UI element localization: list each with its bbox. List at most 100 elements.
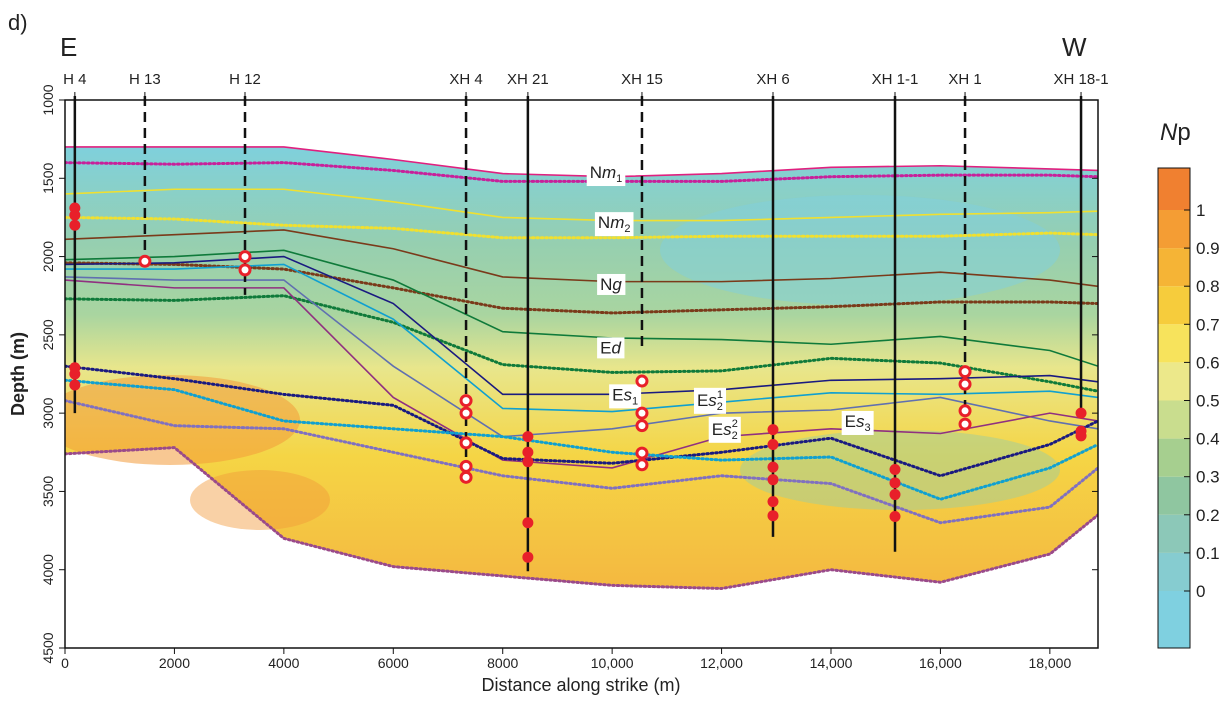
colorbar-cell bbox=[1158, 400, 1190, 439]
y-tick-label: 2000 bbox=[40, 241, 56, 272]
formation-text-part: s bbox=[708, 391, 717, 410]
colorbar-label-part: N bbox=[1160, 119, 1178, 146]
x-tick-label: 12,000 bbox=[700, 655, 743, 671]
formation-text-part: E bbox=[612, 385, 623, 404]
horizon-line bbox=[65, 446, 1098, 591]
colorbar-tick-label: 0.1 bbox=[1196, 544, 1220, 563]
sample-marker-filled bbox=[522, 517, 534, 529]
sample-marker-filled bbox=[522, 551, 534, 563]
x-tick-label: 16,000 bbox=[919, 655, 962, 671]
sample-marker-ring bbox=[459, 470, 473, 484]
plot-area bbox=[65, 146, 1098, 591]
horizon-line bbox=[65, 215, 1098, 240]
formation-text-part: E bbox=[712, 420, 723, 439]
formation-text-part: g bbox=[612, 275, 622, 294]
sample-marker-filled bbox=[69, 368, 81, 380]
sample-marker-ring bbox=[459, 459, 473, 473]
colorbar-label: Np bbox=[1160, 119, 1191, 146]
y-tick-label: 4000 bbox=[40, 554, 56, 585]
left-label: E bbox=[60, 32, 77, 62]
sample-marker-filled bbox=[767, 438, 779, 450]
right-label: W bbox=[1062, 32, 1087, 62]
formation-text-part: 1 bbox=[717, 389, 723, 401]
colorbar-tick-label: 0 bbox=[1196, 582, 1205, 601]
sample-marker-filled bbox=[69, 219, 81, 231]
colorbar-tick-label: 0.2 bbox=[1196, 506, 1220, 525]
formation-text-part: E bbox=[697, 391, 708, 410]
formation-label: Es1 bbox=[609, 384, 642, 409]
y-tick-label: 1500 bbox=[40, 163, 56, 194]
formation-text-part: m bbox=[610, 213, 624, 232]
colorbar-cell bbox=[1158, 476, 1190, 515]
colorbar-cell bbox=[1158, 514, 1190, 553]
sample-marker-filled bbox=[767, 496, 779, 508]
sample-marker-filled bbox=[889, 510, 901, 522]
formation-text-part: E bbox=[845, 412, 856, 431]
colorbar-cell bbox=[1158, 552, 1190, 591]
sample-marker-filled bbox=[889, 477, 901, 489]
sample-marker-filled bbox=[522, 456, 534, 468]
fill-zone bbox=[190, 470, 330, 530]
sample-marker-ring bbox=[459, 436, 473, 450]
formation-text: Ng bbox=[600, 275, 622, 294]
x-tick-label: 4000 bbox=[268, 655, 299, 671]
horizon-line bbox=[65, 279, 1098, 469]
fill-zone bbox=[65, 375, 300, 465]
formation-text-part: s bbox=[723, 420, 732, 439]
well-name: XH 4 bbox=[449, 71, 482, 88]
y-tick-label: 1000 bbox=[40, 84, 56, 115]
formation-label: Es21 bbox=[693, 387, 727, 414]
formation-label: Nm1 bbox=[586, 162, 626, 187]
formation-text-part: N bbox=[598, 213, 610, 232]
well-name: H 13 bbox=[129, 71, 161, 88]
colorbar-frame bbox=[1157, 167, 1191, 649]
label-background bbox=[708, 416, 741, 443]
sample-marker-ring bbox=[635, 374, 649, 388]
colorbar-cell bbox=[1158, 248, 1190, 287]
formation-text-part: d bbox=[611, 338, 621, 357]
sample-marker-ring bbox=[459, 394, 473, 408]
horizon-line bbox=[65, 294, 1098, 393]
well-name: XH 1 bbox=[948, 71, 981, 88]
y-tick-label: 3000 bbox=[40, 397, 56, 428]
sample-marker-ring bbox=[958, 404, 972, 418]
sample-marker-filled bbox=[522, 431, 534, 443]
sample-marker-filled bbox=[767, 461, 779, 473]
sample-marker-filled bbox=[889, 489, 901, 501]
formation-text-part: 1 bbox=[632, 395, 638, 407]
y-tick-label: 3500 bbox=[40, 476, 56, 507]
formation-text-part: N bbox=[600, 275, 612, 294]
label-background bbox=[609, 384, 642, 409]
formation-text: Ed bbox=[600, 338, 621, 357]
well-name: H 12 bbox=[229, 71, 261, 88]
sample-marker-filled bbox=[767, 474, 779, 486]
well-name: XH 1-1 bbox=[872, 71, 919, 88]
formation-text: Nm2 bbox=[598, 213, 631, 235]
formation-text: Es3 bbox=[845, 412, 871, 434]
formation-text-part: s bbox=[623, 385, 632, 404]
sample-marker-ring bbox=[958, 377, 972, 391]
x-tick-label: 6000 bbox=[378, 655, 409, 671]
sample-marker-filled bbox=[69, 379, 81, 391]
formation-text-part: 2 bbox=[732, 430, 738, 442]
formation-label: Es22 bbox=[708, 416, 741, 443]
colorbar-cell bbox=[1158, 362, 1190, 401]
x-tick-label: 10,000 bbox=[591, 655, 634, 671]
sample-marker-filled bbox=[1075, 430, 1087, 442]
sample-marker-filled bbox=[522, 446, 534, 458]
colorbar-cell bbox=[1158, 168, 1190, 210]
colorbar-tick-label: 0.3 bbox=[1196, 468, 1220, 487]
label-background bbox=[693, 387, 727, 414]
x-tick-label: 0 bbox=[61, 655, 69, 671]
formation-text: Es21 bbox=[697, 389, 723, 413]
sample-marker-ring bbox=[238, 250, 252, 264]
well-name: XH 21 bbox=[507, 71, 549, 88]
sample-marker-ring bbox=[635, 406, 649, 420]
formation-label: Nm2 bbox=[594, 212, 634, 237]
colorbar-cell bbox=[1158, 438, 1190, 477]
sample-marker-filled bbox=[767, 510, 779, 522]
colorbar-tick-label: 0.4 bbox=[1196, 430, 1220, 449]
well-name: XH 6 bbox=[756, 71, 789, 88]
formation-text: Es1 bbox=[612, 385, 638, 407]
